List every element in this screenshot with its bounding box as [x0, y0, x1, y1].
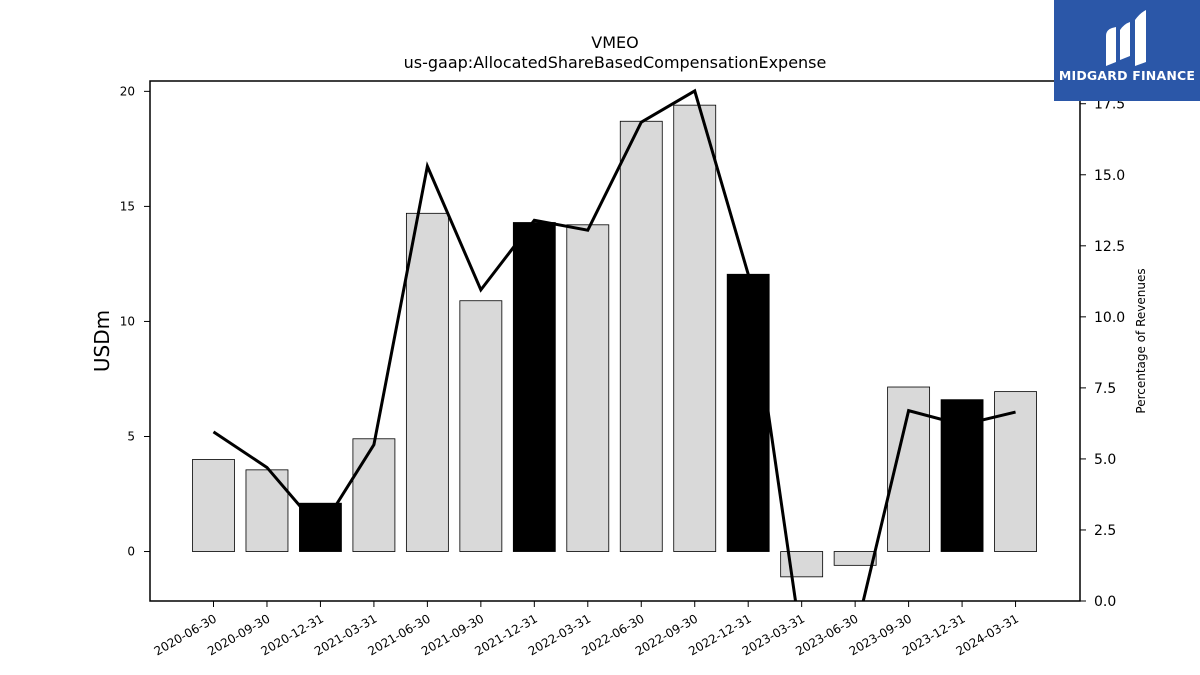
bar — [352, 438, 396, 552]
y2-tick-label: 7.5 — [1094, 381, 1116, 397]
y-tick-label: 5 — [127, 429, 135, 443]
y-axis-label: USDm — [90, 310, 114, 372]
right-axis: 0.02.55.07.510.012.515.017.5 — [1080, 97, 1125, 610]
bar — [619, 120, 663, 552]
y2-tick-label: 10.0 — [1094, 310, 1125, 326]
chart-subtitle: us-gaap:AllocatedShareBasedCompensationE… — [404, 53, 827, 72]
line-layer — [212, 88, 1016, 601]
y2-tick-label: 15.0 — [1094, 168, 1125, 184]
bar — [726, 273, 770, 552]
plot-frame — [149, 80, 1081, 602]
y-tick-label: 15 — [120, 199, 135, 213]
y2-tick-label: 12.5 — [1094, 239, 1125, 255]
bars-layer — [192, 104, 1037, 578]
chart-title: VMEO — [591, 33, 638, 52]
bar — [245, 469, 289, 552]
series-line — [212, 88, 1016, 601]
brand-logo-text: MIDGARD FINANCE — [1058, 68, 1196, 83]
x-axis: 2020-06-302020-09-302020-12-312021-03-31… — [152, 601, 1021, 658]
bar — [994, 391, 1037, 552]
bar — [459, 300, 503, 552]
bar — [566, 224, 610, 552]
y2-axis-label: Percentage of Revenues — [1134, 268, 1148, 413]
bar — [780, 551, 824, 578]
y-tick-label: 10 — [120, 314, 135, 328]
bar — [405, 212, 449, 552]
bar — [192, 459, 235, 552]
y2-tick-label: 2.5 — [1094, 523, 1116, 539]
y2-tick-label: 0.0 — [1094, 594, 1116, 610]
y-tick-label: 0 — [127, 545, 135, 559]
y-tick-label: 20 — [120, 84, 135, 98]
bar — [673, 104, 717, 552]
logo-mark-icon — [1106, 10, 1146, 66]
brand-logo: MIDGARD FINANCE — [1054, 0, 1200, 101]
bar — [833, 551, 877, 566]
left-axis: 0 5 10 15 20 — [120, 84, 150, 559]
y2-tick-label: 5.0 — [1094, 452, 1116, 468]
bar — [512, 222, 556, 552]
